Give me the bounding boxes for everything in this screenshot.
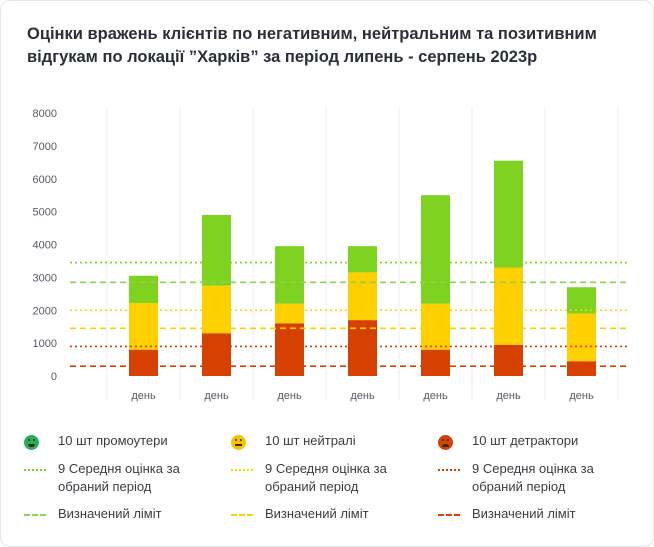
legend-label: 9 Середня оцінка за обраний період	[265, 460, 410, 496]
bar-segment[interactable]	[202, 333, 231, 376]
legend-label: 10 шт нейтралі	[265, 432, 410, 450]
x-tick-label: день	[204, 390, 229, 402]
legend-label: Визначений ліміт	[472, 505, 617, 523]
dashed-line-icon	[438, 514, 460, 516]
bar-segment[interactable]	[567, 361, 596, 376]
bar-segment[interactable]	[275, 246, 304, 304]
bar-segment[interactable]	[494, 161, 523, 268]
legend-label: Визначений ліміт	[265, 505, 410, 523]
bar-segment[interactable]	[421, 195, 450, 303]
dotted-line-icon	[438, 469, 460, 471]
legend-label: 10 шт детрактори	[472, 432, 617, 450]
y-tick-label: 1000	[33, 338, 57, 350]
chart-plot: 0 1000 2000 3000 4000 5000 6000 7000 8000 день ден…	[0, 0, 654, 430]
neutral-face-icon	[231, 435, 246, 450]
legend-row-limits: Визначений ліміт Визначений ліміт Визнач…	[24, 505, 634, 545]
legend-item-detractors[interactable]: 10 шт детрактори	[438, 432, 617, 452]
legend-item-detractors-limit[interactable]: Визначений ліміт	[438, 505, 617, 525]
y-tick-label: 4000	[33, 240, 57, 252]
bar-segment[interactable]	[494, 345, 523, 376]
bar-segment[interactable]	[275, 323, 304, 376]
bar-segment[interactable]	[348, 246, 377, 272]
legend-label: 9 Середня оцінка за обраний період	[472, 460, 617, 496]
x-tick-label: день	[569, 390, 594, 402]
bar-segment[interactable]	[421, 350, 450, 376]
legend-label: 9 Середня оцінка за обраний період	[58, 460, 203, 496]
legend-item-neutrals-average[interactable]: 9 Середня оцінка за обраний період	[231, 460, 410, 496]
y-tick-label: 8000	[33, 108, 57, 120]
sad-face-icon	[438, 435, 453, 450]
y-tick-label: 6000	[33, 174, 57, 186]
legend-item-promoters[interactable]: 10 шт промоутери	[24, 432, 203, 452]
x-tick-label: день	[496, 390, 521, 402]
bar-segment[interactable]	[129, 276, 158, 303]
legend-item-promoters-average[interactable]: 9 Середня оцінка за обраний період	[24, 460, 203, 496]
legend-row-averages: 9 Середня оцінка за обраний період 9 Сер…	[24, 460, 634, 500]
legend-item-promoters-limit[interactable]: Визначений ліміт	[24, 505, 203, 525]
y-tick-label: 2000	[33, 305, 57, 317]
bar-segment[interactable]	[494, 268, 523, 345]
legend-item-neutrals[interactable]: 10 шт нейтралі	[231, 432, 410, 452]
bar-segment[interactable]	[348, 272, 377, 320]
x-tick-label: день	[423, 390, 448, 402]
y-tick-label: 3000	[33, 272, 57, 284]
legend-item-detractors-average[interactable]: 9 Середня оцінка за обраний період	[438, 460, 617, 496]
bar-segment[interactable]	[129, 303, 158, 350]
dashed-line-icon	[24, 514, 46, 516]
legend-label: 10 шт промоутери	[58, 432, 203, 450]
bar-segment[interactable]	[129, 350, 158, 376]
y-tick-label: 5000	[33, 207, 57, 219]
y-tick-label: 7000	[33, 141, 57, 153]
x-tick-label: день	[350, 390, 375, 402]
x-tick-label: день	[131, 390, 156, 402]
bar-segment[interactable]	[567, 314, 596, 362]
legend-item-neutrals-limit[interactable]: Визначений ліміт	[231, 505, 410, 525]
x-tick-label: день	[277, 390, 302, 402]
y-tick-label: 0	[51, 371, 57, 383]
happy-face-icon	[24, 435, 39, 450]
bar-segment[interactable]	[202, 286, 231, 334]
dotted-line-icon	[231, 469, 253, 471]
bar-segment[interactable]	[275, 304, 304, 324]
dotted-line-icon	[24, 469, 46, 471]
bar-segment[interactable]	[202, 215, 231, 286]
legend-label: Визначений ліміт	[58, 505, 203, 523]
dashed-line-icon	[231, 514, 253, 516]
